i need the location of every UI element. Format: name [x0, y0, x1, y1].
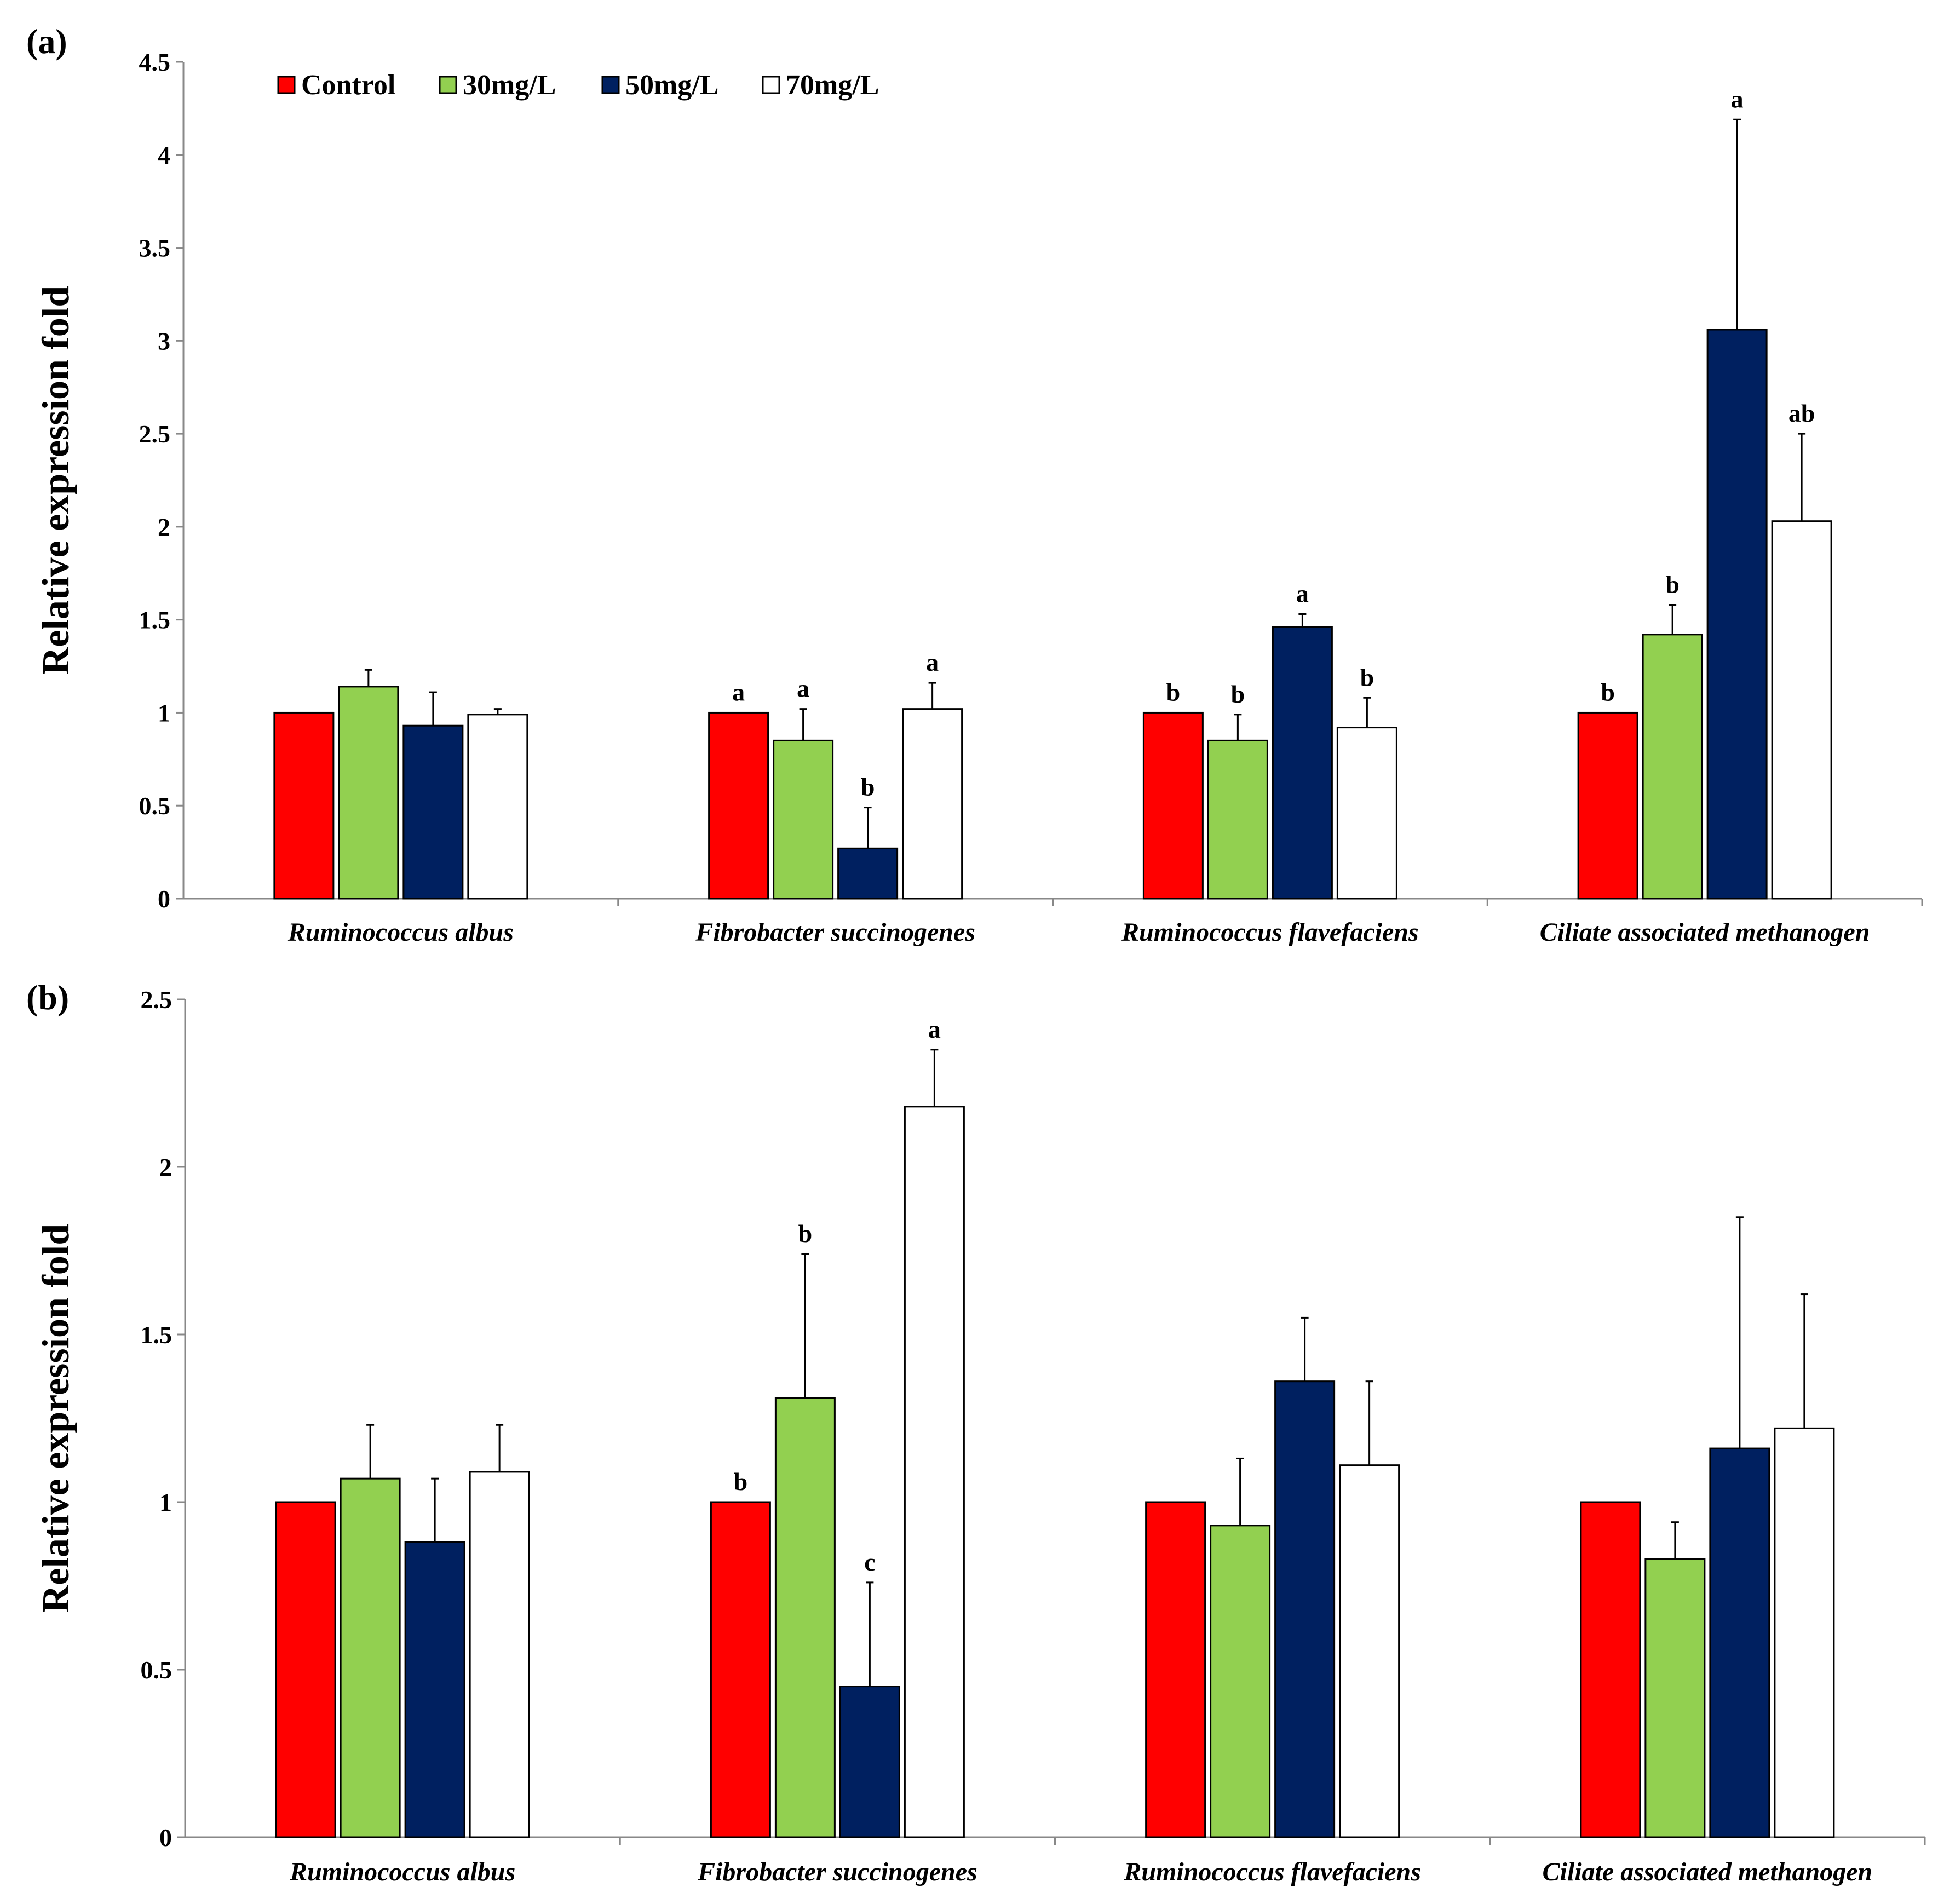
legend-swatch: [439, 76, 457, 94]
significance-letter: b: [861, 773, 875, 801]
significance-letter: a: [797, 675, 809, 703]
panel-label: (a): [26, 22, 67, 61]
legend-swatch: [601, 76, 620, 94]
bar: [1145, 1501, 1206, 1838]
significance-letter: ab: [1788, 399, 1815, 427]
legend-swatch: [762, 76, 780, 94]
bar: [708, 711, 769, 900]
bar: [1336, 727, 1397, 900]
y-tick-label: 2.5: [139, 420, 171, 448]
bar: [338, 686, 399, 900]
bar: [404, 1541, 465, 1838]
legend-swatch: [277, 76, 296, 94]
y-tick-label: 3: [158, 327, 170, 355]
significance-letter: b: [1665, 571, 1680, 599]
bar: [469, 1471, 530, 1838]
y-tick-label: 2: [158, 513, 170, 541]
bar: [902, 708, 963, 900]
bar: [402, 724, 464, 900]
bar: [1577, 711, 1638, 900]
legend-label: 30mg/L: [463, 70, 556, 101]
bar: [837, 847, 899, 900]
category-label: Ciliate associated methanogen: [1543, 1857, 1873, 1886]
significance-letter: b: [1166, 678, 1181, 706]
bar: [1339, 1464, 1400, 1838]
bar: [467, 714, 528, 900]
significance-letter: c: [864, 1548, 875, 1576]
category-label: Ruminococcus albus: [287, 918, 514, 947]
bar: [774, 1397, 836, 1838]
y-tick-label: 1.5: [141, 1321, 172, 1349]
y-tick-label: 1: [158, 699, 170, 727]
bar: [1771, 520, 1832, 900]
y-axis-label: Relative expression fold: [35, 286, 77, 675]
y-tick-label: 4.5: [139, 48, 171, 76]
category-label: Fibrobacter succinogenes: [697, 1857, 977, 1886]
bar: [1272, 626, 1333, 900]
bar: [773, 739, 834, 900]
y-tick-label: 0: [158, 885, 170, 913]
y-tick-label: 0.5: [139, 792, 171, 820]
bar: [1142, 711, 1204, 900]
bar: [1774, 1427, 1835, 1838]
panel-a: (a) Relative expression fold 0 0.5 1 1.5 2 2.5 3…: [26, 22, 1923, 947]
y-tick-label: 1: [159, 1488, 172, 1516]
category-label: Fibrobacter succinogenes: [695, 918, 975, 947]
panel-b: (b) Relative expression fold 0 0.5 1 1.5 2 2.5 R…: [26, 978, 1926, 1886]
bar: [273, 711, 335, 900]
y-tick-label: 2: [159, 1153, 172, 1181]
legend: Control 30mg/L 50mg/L 70mg/L: [277, 70, 879, 101]
category-label: Ciliate associated methanogen: [1540, 918, 1870, 947]
bar: [710, 1501, 771, 1838]
significance-letter: b: [1601, 678, 1615, 706]
significance-letter: b: [734, 1468, 748, 1495]
significance-letter: b: [1360, 663, 1374, 691]
bar: [1706, 329, 1768, 900]
bar: [1580, 1501, 1641, 1838]
significance-letter: a: [732, 678, 745, 706]
category-label: Ruminococcus albus: [289, 1857, 515, 1886]
legend-label: Control: [301, 70, 395, 101]
y-tick-label: 0: [159, 1824, 172, 1851]
significance-letter: b: [1231, 680, 1245, 708]
significance-letter: a: [926, 648, 939, 676]
legend-label: 50mg/L: [625, 70, 718, 101]
bar: [275, 1501, 336, 1838]
bar: [1207, 739, 1268, 900]
y-axis-label: Relative expression fold: [35, 1224, 77, 1613]
bar: [1274, 1380, 1336, 1838]
y-tick-label: 1.5: [139, 606, 171, 634]
y-tick-label: 2.5: [141, 986, 172, 1014]
bar: [1210, 1525, 1271, 1838]
significance-letter: a: [928, 1015, 941, 1043]
category-label: Ruminococcus flavefaciens: [1123, 1857, 1421, 1886]
bar: [340, 1477, 401, 1838]
category-label: Ruminococcus flavefaciens: [1121, 918, 1419, 947]
significance-letter: b: [798, 1220, 813, 1247]
bar: [1644, 1558, 1706, 1838]
significance-letter: a: [1731, 85, 1744, 113]
bar: [904, 1106, 965, 1838]
panel-label: (b): [26, 978, 69, 1017]
y-tick-label: 3.5: [139, 234, 171, 262]
legend-label: 70mg/L: [786, 70, 879, 101]
bar: [1642, 634, 1703, 900]
y-tick-label: 0.5: [141, 1656, 172, 1684]
significance-letter: a: [1296, 579, 1309, 607]
bar: [839, 1686, 900, 1838]
y-tick-label: 4: [158, 141, 170, 169]
bar: [1709, 1447, 1770, 1838]
